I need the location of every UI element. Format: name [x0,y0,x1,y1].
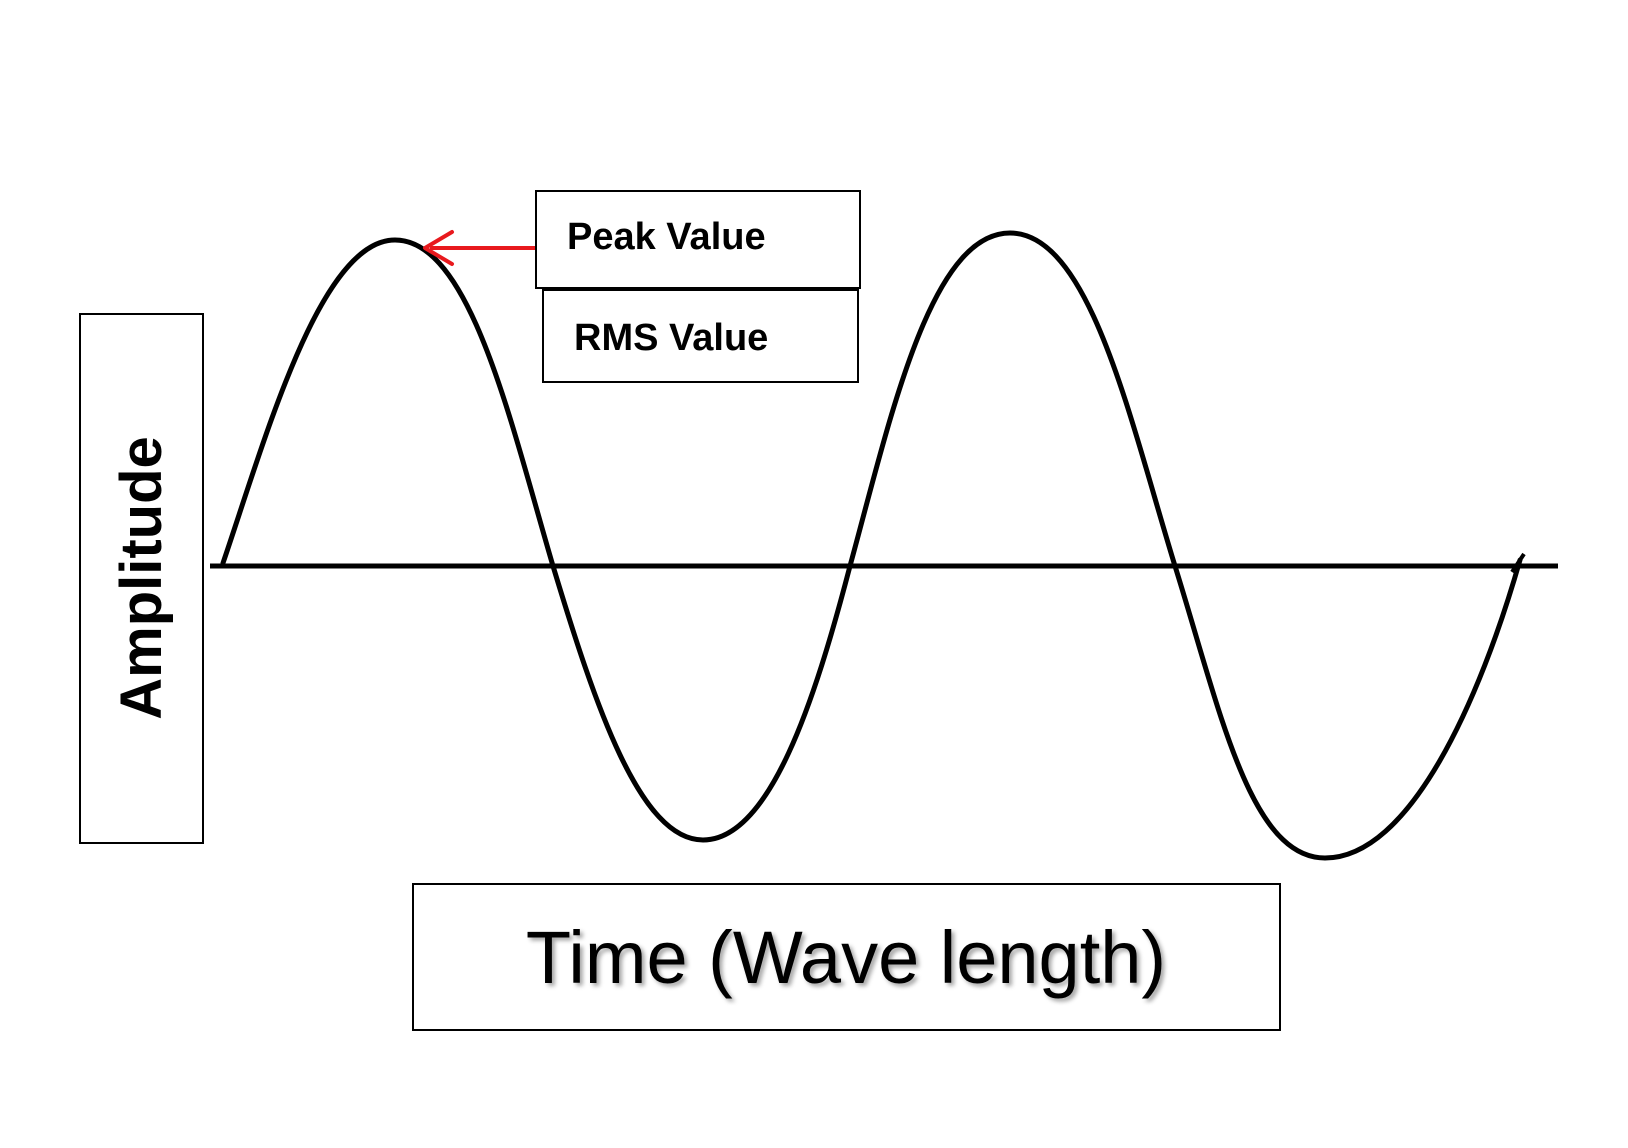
peak-value-label: Peak Value [567,216,766,258]
peak-arrow [423,230,537,266]
wave-end-tick [1510,552,1526,574]
rms-value-box: RMS Value [542,289,859,383]
amplitude-label: Amplitude [109,436,174,720]
peak-value-box: Peak Value [535,190,861,289]
sine-wave [220,230,1523,861]
amplitude-box: Amplitude [79,313,204,844]
rms-value-label: RMS Value [574,317,768,359]
time-axis-label: Time (Wave length) [526,916,1166,999]
time-box: Time (Wave length) [412,883,1281,1031]
